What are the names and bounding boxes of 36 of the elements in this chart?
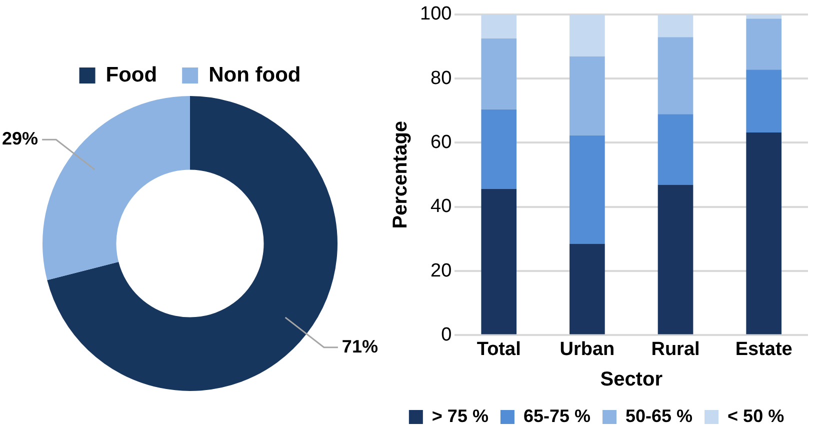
bar	[570, 244, 605, 334]
legend-label: 50-65 %	[626, 406, 693, 426]
legend-label: Non food	[208, 63, 301, 86]
x-tick-label: Total	[476, 338, 521, 360]
bar	[481, 188, 517, 334]
legend-label: 65-75 %	[523, 406, 591, 426]
x-tick-label: Rural	[651, 338, 700, 360]
y-tick-label: 40	[430, 196, 452, 218]
bar	[570, 135, 605, 244]
bar	[658, 37, 694, 114]
y-axis-title: Percentage	[390, 120, 412, 229]
y-tick-label: 0	[441, 324, 452, 346]
bar	[481, 38, 517, 110]
data-label: 71%	[342, 336, 378, 356]
bar	[658, 14, 694, 38]
x-tick-label: Urban	[560, 338, 615, 360]
y-tick-label: 80	[430, 68, 452, 89]
bar	[658, 184, 694, 334]
bar	[481, 14, 517, 38]
y-tick-label: 60	[430, 132, 452, 153]
bar	[570, 14, 605, 56]
data-label: 29%	[2, 128, 38, 149]
x-tick-label: Estate	[735, 338, 792, 360]
legend-label: > 75 %	[432, 406, 488, 426]
bar	[658, 114, 694, 185]
y-tick-label: 20	[430, 260, 452, 282]
legend-label: < 50 %	[728, 406, 784, 426]
y-tick-label: 100	[420, 4, 452, 25]
x-axis-title: Sector	[600, 368, 663, 391]
bar	[746, 70, 782, 132]
bar	[746, 18, 782, 70]
bar	[746, 14, 782, 19]
bar	[746, 132, 782, 334]
legend-label: Food	[106, 63, 158, 86]
bar	[481, 109, 517, 189]
bar	[570, 56, 605, 136]
